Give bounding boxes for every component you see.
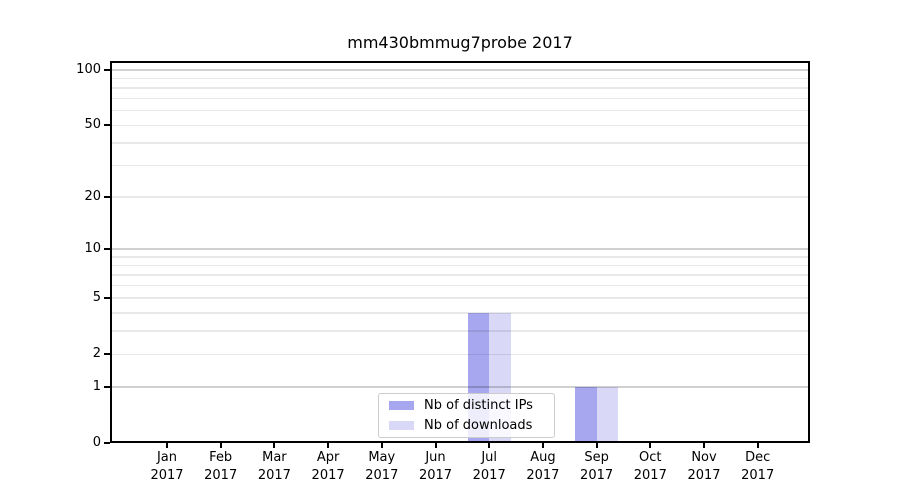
y-tick-10 bbox=[104, 248, 110, 251]
x-tick-label-mar: Mar 2017 bbox=[242, 449, 306, 485]
legend-swatch bbox=[389, 420, 414, 430]
gridline-minor-40 bbox=[112, 142, 808, 144]
gridline-minor-5 bbox=[112, 297, 808, 299]
x-tick-label-apr: Apr 2017 bbox=[296, 449, 360, 485]
bar-nb-of-distinct-ips-sep bbox=[575, 386, 597, 443]
x-tick-label-line: Nov bbox=[691, 450, 717, 465]
x-tick-label-line: 2017 bbox=[472, 468, 506, 483]
x-tick-label-sep: Sep 2017 bbox=[565, 449, 629, 485]
gridline-major-10 bbox=[112, 248, 808, 251]
x-tick-label-line: Apr bbox=[316, 450, 340, 465]
x-tick-label-line: Feb bbox=[209, 450, 233, 465]
gridline-major-100 bbox=[112, 68, 808, 71]
x-tick-label-line: 2017 bbox=[257, 468, 291, 483]
y-tick-50 bbox=[104, 124, 110, 127]
y-tick-label-5: 5 bbox=[92, 290, 101, 306]
y-tick-label-10: 10 bbox=[84, 241, 101, 257]
x-tick-label-line: 2017 bbox=[204, 468, 238, 483]
x-tick-label-line: Oct bbox=[639, 450, 662, 465]
y-tick-label-1: 1 bbox=[92, 378, 101, 394]
gridline-minor-60 bbox=[112, 110, 808, 112]
x-tick-nov bbox=[703, 443, 705, 448]
x-tick-label-jan: Jan 2017 bbox=[135, 449, 199, 485]
gridline-minor-20 bbox=[112, 196, 808, 198]
gridline-minor-3 bbox=[112, 330, 808, 332]
x-tick-label-dec: Dec 2017 bbox=[726, 449, 790, 485]
y-tick-label-0: 0 bbox=[92, 435, 101, 450]
x-tick-label-line: 2017 bbox=[526, 468, 560, 483]
gridline-minor-80 bbox=[112, 87, 808, 89]
x-tick-label-line: 2017 bbox=[633, 468, 667, 483]
x-tick-aug bbox=[541, 443, 544, 448]
x-tick-label-line: 2017 bbox=[150, 468, 184, 483]
x-tick-label-line: Jun bbox=[425, 450, 446, 465]
x-tick-label-jun: Jun 2017 bbox=[404, 449, 468, 485]
gridline-minor-30 bbox=[112, 164, 808, 167]
gridline-minor-50 bbox=[112, 124, 808, 126]
y-tick-1 bbox=[104, 385, 110, 388]
x-tick-may bbox=[380, 443, 383, 448]
legend-label: Nb of downloads bbox=[424, 417, 533, 433]
x-tick-oct bbox=[649, 443, 652, 448]
x-tick-label-line: 2017 bbox=[365, 468, 399, 483]
x-tick-label-line: Jul bbox=[481, 450, 498, 465]
y-tick-label-100: 100 bbox=[76, 61, 101, 77]
x-tick-jul bbox=[488, 443, 491, 448]
x-tick-sep bbox=[595, 443, 598, 448]
gridline-major-1 bbox=[112, 385, 808, 388]
x-tick-label-line: Mar bbox=[262, 450, 287, 465]
x-tick-jun bbox=[434, 443, 437, 448]
x-tick-label-line: 2017 bbox=[311, 468, 345, 483]
gridline-minor-7 bbox=[112, 274, 808, 276]
x-tick-label-aug: Aug 2017 bbox=[511, 449, 575, 485]
legend-entry-nb-of-downloads: Nb of downloads bbox=[389, 416, 546, 436]
gridline-minor-2 bbox=[112, 353, 808, 355]
y-tick-label-20: 20 bbox=[84, 188, 101, 204]
x-tick-apr bbox=[327, 443, 330, 448]
y-tick-5 bbox=[104, 297, 110, 300]
x-tick-dec bbox=[756, 443, 759, 448]
y-tick-0 bbox=[104, 442, 110, 444]
bar-nb-of-downloads-sep bbox=[596, 386, 619, 443]
y-tick-100 bbox=[104, 68, 110, 71]
x-tick-label-feb: Feb 2017 bbox=[189, 449, 253, 485]
x-tick-label-line: 2017 bbox=[741, 468, 775, 483]
gridline-minor-6 bbox=[112, 285, 808, 287]
legend-label: Nb of distinct IPs bbox=[424, 398, 533, 414]
x-tick-label-line: 2017 bbox=[580, 468, 614, 483]
y-tick-2 bbox=[104, 353, 110, 356]
x-tick-label-line: 2017 bbox=[418, 468, 453, 483]
x-tick-label-line: May bbox=[368, 450, 396, 465]
x-tick-label-oct: Oct 2017 bbox=[618, 449, 682, 485]
x-tick-label-line: Jan bbox=[156, 450, 178, 465]
legend: Nb of distinct IPs Nb of downloads bbox=[378, 393, 555, 438]
plot-border bbox=[110, 61, 810, 443]
x-tick-label-line: Aug bbox=[530, 450, 556, 465]
gridline-minor-8 bbox=[112, 264, 808, 267]
legend-swatch bbox=[389, 401, 414, 411]
x-tick-mar bbox=[273, 443, 276, 448]
gridline-minor-9 bbox=[112, 256, 808, 258]
gridline-minor-70 bbox=[112, 97, 808, 100]
x-tick-label-line: Sep bbox=[584, 450, 609, 465]
legend-entry-nb-of-distinct-ips: Nb of distinct IPs bbox=[389, 396, 546, 416]
x-tick-jan bbox=[166, 443, 168, 448]
x-tick-label-line: 2017 bbox=[687, 468, 721, 483]
x-tick-feb bbox=[219, 443, 222, 448]
y-tick-20 bbox=[104, 195, 110, 198]
x-tick-label-line: Dec bbox=[745, 450, 771, 465]
gridline-minor-4 bbox=[112, 312, 808, 314]
x-tick-label-nov: Nov 2017 bbox=[672, 449, 736, 485]
y-tick-label-2: 2 bbox=[92, 346, 101, 362]
x-tick-label-jul: Jul 2017 bbox=[457, 449, 521, 485]
y-tick-label-50: 50 bbox=[84, 117, 101, 133]
gridline-minor-90 bbox=[112, 77, 808, 80]
x-tick-label-may: May 2017 bbox=[350, 449, 414, 485]
chart-title: mm430bmmug7probe 2017 bbox=[347, 33, 573, 52]
